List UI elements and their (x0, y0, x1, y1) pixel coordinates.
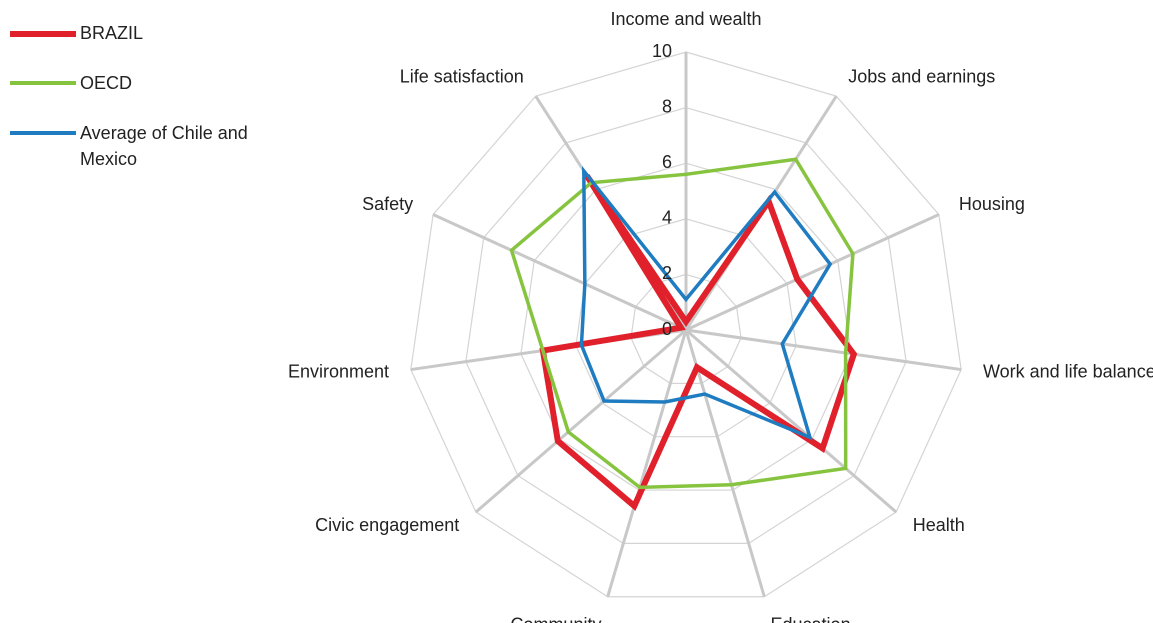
grid-ring (410, 51, 962, 598)
spoke (684, 329, 766, 598)
category-label: Environment (288, 361, 389, 381)
spoke (606, 329, 688, 598)
category-label: Life satisfaction (400, 66, 524, 86)
category-label: Housing (959, 194, 1025, 214)
grid-ring (575, 218, 797, 438)
legend-swatch (10, 31, 76, 37)
tick-label: 6 (662, 152, 672, 172)
tick-label: 0 (662, 319, 672, 339)
category-label: Safety (362, 194, 413, 214)
category-label: Civic engagement (315, 515, 459, 535)
legend-label: OECD (80, 73, 133, 93)
tick-label: 10 (652, 41, 672, 61)
spoke (685, 328, 898, 514)
grid-ring (465, 106, 907, 544)
spoke (474, 328, 687, 514)
spoke (432, 213, 687, 332)
grid-ring (520, 162, 852, 491)
tick-label: 4 (662, 208, 672, 228)
tick-label: 8 (662, 96, 672, 116)
legend-label: Average of Chile and Mexico (80, 123, 248, 169)
series-line (579, 165, 833, 441)
legend: BRAZIL OECD Average of Chile and Mexico (10, 20, 290, 196)
grid-ring (630, 273, 742, 384)
category-label: Income and wealth (610, 9, 761, 29)
legend-item: OECD (10, 70, 290, 96)
legend-item: Average of Chile and Mexico (10, 120, 290, 172)
legend-label: BRAZIL (80, 23, 144, 43)
legend-swatch (10, 131, 76, 135)
tick-label: 2 (662, 263, 672, 283)
category-label: Health (913, 515, 965, 535)
category-label: Work and life balance (983, 361, 1153, 381)
legend-swatch (10, 81, 76, 85)
legend-item: BRAZIL (10, 20, 290, 46)
category-label: Jobs and earnings (848, 66, 995, 86)
spoke (685, 213, 940, 332)
series-line (509, 157, 855, 490)
series-line (539, 173, 858, 511)
spoke (685, 328, 962, 372)
category-label: Education (771, 615, 851, 623)
category-label: Community (510, 615, 601, 623)
